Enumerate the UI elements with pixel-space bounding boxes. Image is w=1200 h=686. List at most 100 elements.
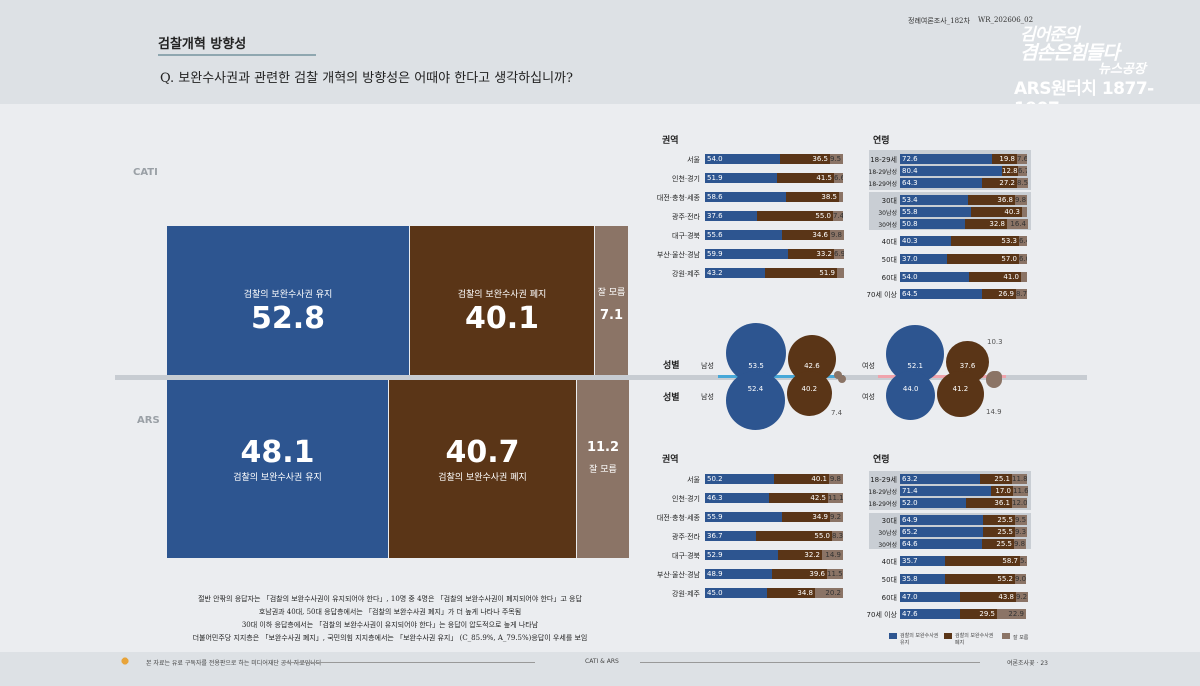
- row-label: 18-29남성: [868, 169, 897, 177]
- segment-1: 40.1: [774, 474, 829, 484]
- segment-0: 58.6: [705, 192, 786, 202]
- segment-1: 29.5: [960, 609, 997, 620]
- bar-value: 48.1: [240, 435, 315, 470]
- row-label: 40대: [881, 558, 897, 567]
- page-number: 여론조사꽃 · 23: [1007, 660, 1048, 667]
- segment-2: 9.5: [830, 154, 843, 164]
- legend-abolish: 검찰의 보완수사권 폐지: [955, 633, 994, 646]
- bar-label: 검찰의 보완수사권 유지: [233, 473, 322, 483]
- segment-1: 32.8: [965, 219, 1007, 229]
- segment-1: 41.5: [777, 173, 834, 183]
- row-label: 부산·울산·경남: [656, 251, 700, 259]
- segment-1: 27.2: [982, 178, 1017, 189]
- cati-bar-2: 잘 모름 7.1: [595, 226, 628, 376]
- cati-gender-title: 성별: [663, 361, 680, 371]
- segment-2: 9.2: [1016, 591, 1028, 602]
- title-rule: [158, 54, 316, 56]
- segment-0: 45.0: [705, 588, 767, 598]
- row-label: 50대: [881, 255, 897, 264]
- segment-0: 65.2: [900, 526, 983, 537]
- bar-label: 잘 모름: [597, 288, 626, 298]
- logo-line1: 김어준의: [1020, 25, 1080, 45]
- bar-label: 검찰의 보완수사권 폐지: [457, 290, 547, 300]
- female-line: [878, 375, 1006, 378]
- row-label: 서울: [687, 476, 700, 484]
- segment-1: 36.1: [966, 498, 1012, 509]
- bar-value: 52.8: [250, 301, 326, 336]
- row-label: 30대: [881, 196, 897, 205]
- segment-2: 11.8: [1012, 474, 1027, 484]
- segment-1: 25.5: [983, 526, 1015, 537]
- row-label: 18-29세: [870, 156, 897, 164]
- segment-2: [1022, 206, 1027, 217]
- ars-female-circle-value-0: 44.0: [902, 385, 919, 393]
- cati-bar-1: 검찰의 보완수사권 폐지 40.1: [410, 226, 594, 376]
- ars-male-label: 남성: [701, 393, 714, 401]
- cati-bar-0: 검찰의 보완수사권 유지 52.8: [167, 226, 409, 376]
- segment-1: 26.9: [982, 289, 1016, 300]
- cati-region-title: 권역: [662, 136, 679, 146]
- ars-female-circle-2: [985, 371, 1003, 388]
- segment-1: 32.2: [778, 550, 822, 560]
- broadcast-logo: 김어준의 겸손은힘들다 뉴스공장 ARS원터치 1877-1907: [1012, 20, 1190, 119]
- segment-2: 11.6: [1013, 486, 1028, 497]
- segment-0: 35.8: [900, 573, 945, 584]
- row-label: 30여성: [878, 542, 897, 549]
- segment-2: 11.5: [827, 569, 843, 579]
- row-label: 광주·전라: [672, 213, 700, 221]
- ars-male-circle-0: [726, 371, 785, 430]
- row-label: 서울: [687, 156, 700, 164]
- question-text: Q. 보완수사권과 관련한 검찰 개혁의 방향성은 어때야 한다고 생각하십니까…: [160, 71, 573, 86]
- bar-label: 잘 모름: [589, 465, 617, 475]
- segment-2: 9.8: [1014, 539, 1026, 549]
- segment-1: 55.0: [756, 531, 832, 541]
- segment-1: 25.5: [982, 539, 1014, 549]
- segment-0: 51.9: [705, 173, 777, 183]
- segment-2: [1021, 271, 1027, 282]
- cati-female-circle-value-0: 52.1: [907, 362, 923, 370]
- divider-line: [115, 375, 1087, 380]
- segment-1: 25.5: [983, 514, 1015, 525]
- segment-2: 9.2: [830, 512, 843, 522]
- cati-age-title: 연령: [873, 136, 890, 146]
- segment-0: 64.5: [900, 289, 982, 300]
- ars-region-title: 권역: [662, 455, 679, 465]
- survey-number: 정례여론조사_182차: [908, 17, 970, 25]
- legend-abolish-swatch: [944, 633, 952, 639]
- segment-2: 9.0: [1015, 573, 1026, 584]
- row-label: 30여성: [878, 222, 897, 229]
- female-dunno-top-label: 10.3: [987, 338, 1003, 346]
- footer-rule-right: [640, 662, 980, 663]
- male-dunno-label: 7.4: [831, 409, 843, 417]
- segment-1: 36.5: [780, 154, 830, 164]
- segment-1: 36.8: [968, 194, 1015, 205]
- logo-line2: 겸손은힘들다: [1020, 42, 1120, 64]
- segment-1: 51.9: [765, 268, 837, 278]
- segment-0: 72.6: [900, 154, 992, 164]
- segment-2: 11.1: [828, 493, 843, 503]
- row-label: 70세 이상: [866, 611, 897, 620]
- ars-gender-title: 성별: [663, 393, 680, 403]
- segment-0: 50.8: [900, 219, 965, 229]
- segment-0: 55.8: [900, 206, 971, 217]
- row-label: 대전·충청·세종: [656, 194, 700, 202]
- summary-line-2: 호남권과 40대, 50대 응답층에서는 「검찰의 보완수사권 폐지」가 더 높…: [258, 608, 522, 616]
- segment-0: 55.6: [705, 230, 782, 240]
- segment-0: 43.2: [705, 268, 765, 278]
- segment-1: 53.3: [951, 236, 1019, 247]
- flower-logo-icon: [118, 654, 132, 668]
- bar-value: 40.1: [464, 301, 540, 336]
- segment-0: 52.0: [900, 498, 966, 509]
- row-label: 30남성: [878, 209, 897, 217]
- ars-bar-1: 40.7 검찰의 보완수사권 폐지: [389, 380, 576, 558]
- ars-age-title: 연령: [873, 455, 890, 465]
- segment-2: 6.0: [1019, 253, 1027, 264]
- segment-2: 12.0: [1012, 498, 1027, 509]
- segment-2: 9.8: [830, 230, 844, 240]
- segment-1: 55.2: [945, 573, 1015, 584]
- segment-2: 6.4: [1019, 236, 1027, 247]
- ars-bar-0: 48.1 검찰의 보완수사권 유지: [167, 380, 388, 558]
- ars-male-circle-value-0: 52.4: [747, 385, 764, 393]
- legend-keep: 검찰의 보완수사권 유지: [900, 633, 939, 646]
- row-label: 18-29여성: [868, 501, 897, 509]
